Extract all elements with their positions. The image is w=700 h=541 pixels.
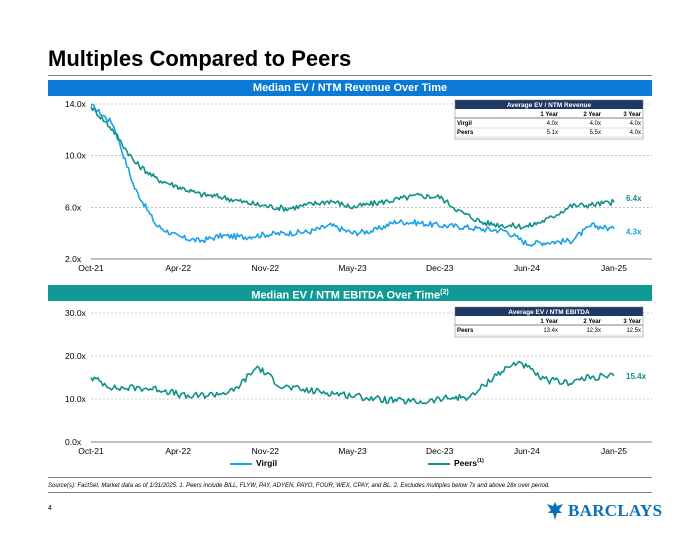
legend-peers-label: Peers	[454, 458, 478, 468]
source-rule	[48, 492, 652, 493]
table-col-header: 2 Year	[583, 112, 601, 118]
ebitda-title-footnote: (2)	[440, 289, 449, 296]
legend-virgil: Virgil	[230, 458, 277, 468]
revenue-chart: 2.0x 6.0x 10.0x 14.0x Oct-21 Apr-22 Nov-22 May-…	[65, 99, 652, 273]
page-title: Multiples Compared to Peers	[48, 46, 352, 71]
series-line-peers	[90, 360, 615, 405]
y-tick-label: 10.0x	[65, 151, 87, 161]
end-label-peers: 15.4x	[626, 372, 647, 381]
source-note: Source(s): FactSet. Market data as of 1/…	[48, 483, 550, 489]
table-cell: 4.0x	[590, 121, 601, 127]
revenue-chart-title: Median EV / NTM Revenue Over Time	[252, 82, 448, 94]
ebitda-chart: 0.0x 10.0x 20.0x 30.0x Oct-21 Apr-22 Nov-22 May…	[65, 306, 652, 456]
legend-peers-footnote: (1)	[477, 458, 484, 465]
table-cell: 4.0x	[547, 121, 558, 127]
x-tick-label: Apr-22	[165, 263, 191, 273]
footer-rule	[48, 477, 652, 478]
x-tick-label: May-23	[338, 446, 367, 456]
y-tick-label: 30.0x	[65, 308, 87, 318]
revenue-chart-band: Median EV / NTM Revenue Over Time	[48, 80, 652, 96]
x-tick-label: Jan-25	[601, 446, 627, 456]
legend-peers-swatch	[428, 462, 450, 465]
x-tick-label: Jun-24	[514, 446, 540, 456]
table-cell: 13.4x	[543, 328, 558, 334]
logo-text: BARCLAYS	[568, 501, 663, 520]
series-line-peers	[90, 106, 615, 230]
table-cell: 4.0x	[630, 130, 641, 136]
x-tick-label: Jan-25	[601, 263, 627, 273]
x-tick-label: Apr-22	[165, 446, 191, 456]
end-label-virgil: 4.3x	[626, 227, 642, 236]
series-line-virgil	[90, 103, 615, 247]
x-tick-label: Nov-22	[252, 446, 280, 456]
x-tick-label: Oct-21	[78, 263, 104, 273]
x-tick-label: Jun-24	[514, 263, 540, 273]
page-number: 4	[48, 505, 52, 512]
legend-virgil-label: Virgil	[256, 458, 278, 468]
x-tick-label: Oct-21	[78, 446, 104, 456]
table-border	[454, 306, 644, 338]
ebitda-chart-title: Median EV / NTM EBITDA Over Time	[251, 289, 441, 302]
barclays-logo: BARCLAYS	[546, 500, 662, 522]
table-header-bg	[455, 100, 643, 109]
table-row-label: Peers	[457, 130, 474, 136]
table-col-header: 3 Year	[623, 319, 641, 325]
table-cell: 12.5x	[626, 328, 641, 334]
table-title: Average EV / NTM Revenue	[507, 102, 592, 109]
table-title: Average EV / NTM EBITDA	[508, 309, 590, 316]
eagle-icon	[547, 502, 563, 520]
x-tick-label: Dec-23	[426, 446, 454, 456]
y-tick-label: 0.0x	[65, 437, 82, 447]
end-label-peers: 6.4x	[626, 194, 642, 203]
x-tick-label: May-23	[338, 263, 367, 273]
legend-peers: Peers(1)	[428, 458, 484, 468]
y-tick-label: 2.0x	[65, 254, 82, 264]
title-rule	[48, 75, 652, 76]
table-row-label: Virgil	[457, 121, 472, 127]
table-cell: 5.5x	[590, 130, 601, 136]
ebitda-chart-band: Median EV / NTM EBITDA Over Time(2)	[48, 285, 652, 302]
x-tick-label: Dec-23	[426, 263, 454, 273]
table-header-bg	[455, 307, 643, 316]
y-tick-label: 14.0x	[65, 99, 87, 109]
table-col-header: 3 Year	[623, 112, 641, 118]
table-border	[454, 99, 644, 140]
table-col-header: 2 Year	[583, 319, 601, 325]
table-cell: 12.3x	[586, 328, 601, 334]
table-row-label: Peers	[457, 328, 474, 334]
x-tick-label: Nov-22	[252, 263, 280, 273]
table-cell: 5.1x	[547, 130, 558, 136]
table-col-header: 1 Year	[540, 112, 558, 118]
legend-virgil-swatch	[230, 462, 252, 465]
y-tick-label: 6.0x	[65, 202, 82, 212]
table-col-header: 1 Year	[540, 319, 558, 325]
table-cell: 4.0x	[630, 121, 641, 127]
y-tick-label: 10.0x	[65, 394, 87, 404]
y-tick-label: 20.0x	[65, 351, 87, 361]
